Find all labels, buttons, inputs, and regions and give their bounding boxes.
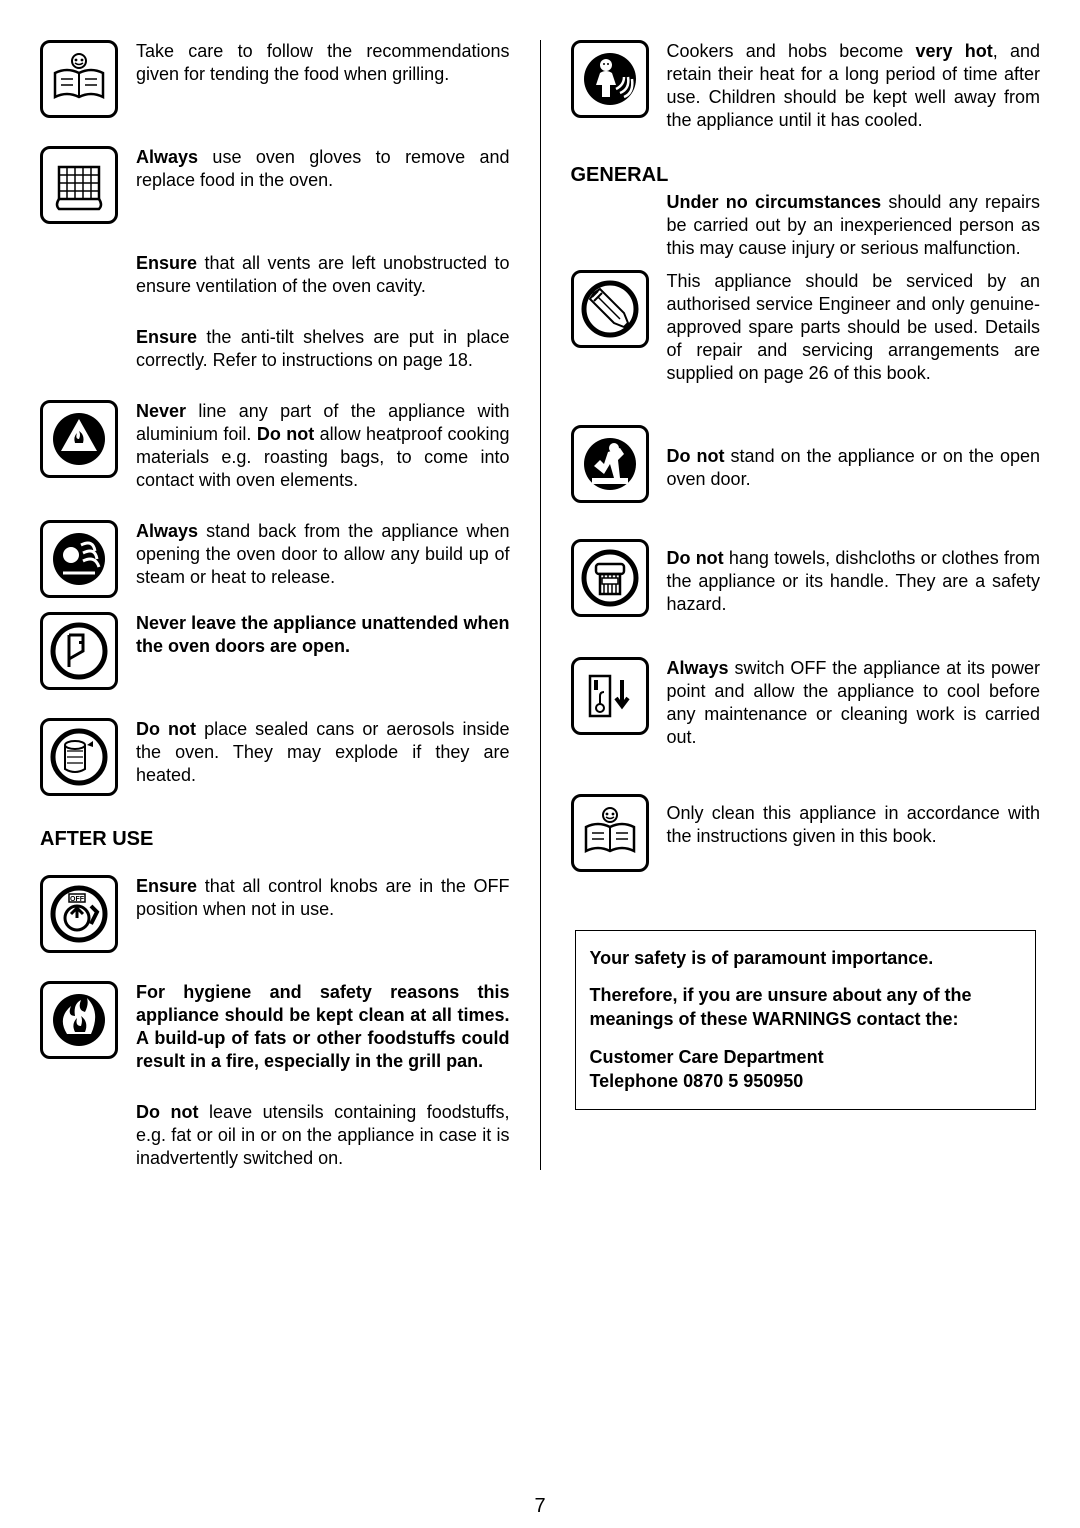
warning-repairs: Under no circumstances should any repair… (571, 191, 1041, 260)
warning-text: Only clean this appliance in accordance … (667, 802, 1041, 848)
warning-vents: Ensure that all vents are left unobstruc… (40, 252, 510, 298)
warning-text: Take care to follow the recommendations … (136, 40, 510, 86)
warning-text: Do not leave utensils containing foodstu… (136, 1101, 510, 1170)
info-line: Customer Care DepartmentTelephone 0870 5… (590, 1046, 1022, 1094)
warning-unattended: Never leave the appliance unattended whe… (40, 612, 510, 690)
child-hot-icon (571, 40, 649, 118)
standing-icon (571, 425, 649, 503)
warning-knobs-off: Ensure that all control knobs are in the… (40, 875, 510, 953)
right-column: Cookers and hobs become very hot, and re… (571, 40, 1041, 1170)
warning-utensils: Do not leave utensils containing foodstu… (40, 1101, 510, 1170)
section-general: GENERAL (571, 164, 1041, 187)
warning-clean: Only clean this appliance in accordance … (571, 794, 1041, 872)
towel-rail-icon (571, 539, 649, 617)
warning-text: Ensure that all vents are left unobstruc… (136, 252, 510, 298)
warning-text: Under no circumstances should any repair… (667, 191, 1041, 260)
warning-grilling: Take care to follow the recommendations … (40, 40, 510, 118)
warning-text: Do not stand on the appliance or on the … (667, 445, 1041, 491)
fire-icon (40, 981, 118, 1059)
book-icon (40, 40, 118, 118)
warning-stand: Do not stand on the appliance or on the … (571, 425, 1041, 503)
safety-info-box: Your safety is of paramount importance. … (575, 930, 1037, 1111)
warning-foil: Never line any part of the appliance wit… (40, 400, 510, 492)
left-column: Take care to follow the recommendations … (40, 40, 510, 1170)
plug-off-icon (571, 657, 649, 735)
warning-text: Always stand back from the appliance whe… (136, 520, 510, 589)
page-number: 7 (0, 1495, 1080, 1518)
warning-towels: Do not hang towels, dishcloths or clothe… (571, 539, 1041, 617)
warning-standback: Always stand back from the appliance whe… (40, 520, 510, 598)
warning-hot: Cookers and hobs become very hot, and re… (571, 40, 1041, 132)
book-icon (571, 794, 649, 872)
open-door-icon (40, 612, 118, 690)
page-columns: Take care to follow the recommendations … (40, 40, 1040, 1170)
warning-text: Cookers and hobs become very hot, and re… (667, 40, 1041, 132)
warning-switchoff: Always switch OFF the appliance at its p… (571, 657, 1041, 749)
warning-text: This appliance should be serviced by an … (667, 270, 1041, 385)
section-after-use: AFTER USE (40, 828, 510, 851)
warning-text: Always switch OFF the appliance at its p… (667, 657, 1041, 749)
warning-hygiene: For hygiene and safety reasons this appl… (40, 981, 510, 1073)
flame-triangle-icon (40, 400, 118, 478)
warning-aerosols: Do not place sealed cans or aerosols ins… (40, 718, 510, 796)
warning-text: Ensure that all control knobs are in the… (136, 875, 510, 921)
column-divider (540, 40, 541, 1170)
warning-text: For hygiene and safety reasons this appl… (136, 981, 510, 1073)
warning-gloves: Always use oven gloves to remove and rep… (40, 146, 510, 224)
spray-can-icon (40, 718, 118, 796)
warning-text: Never line any part of the appliance wit… (136, 400, 510, 492)
warning-text: Ensure the anti-tilt shelves are put in … (136, 326, 510, 372)
warning-shelves: Ensure the anti-tilt shelves are put in … (40, 326, 510, 372)
warning-text: Always use oven gloves to remove and rep… (136, 146, 510, 192)
warning-text: Do not hang towels, dishcloths or clothe… (667, 547, 1041, 616)
warning-text: Never leave the appliance unattended whe… (136, 612, 510, 658)
off-knob-icon (40, 875, 118, 953)
screwdriver-icon (571, 270, 649, 348)
warning-text: Do not place sealed cans or aerosols ins… (136, 718, 510, 787)
steam-icon (40, 520, 118, 598)
info-line: Your safety is of paramount importance. (590, 947, 1022, 971)
info-line: Therefore, if you are unsure about any o… (590, 984, 1022, 1032)
oven-mitt-icon (40, 146, 118, 224)
warning-service: This appliance should be serviced by an … (571, 270, 1041, 385)
